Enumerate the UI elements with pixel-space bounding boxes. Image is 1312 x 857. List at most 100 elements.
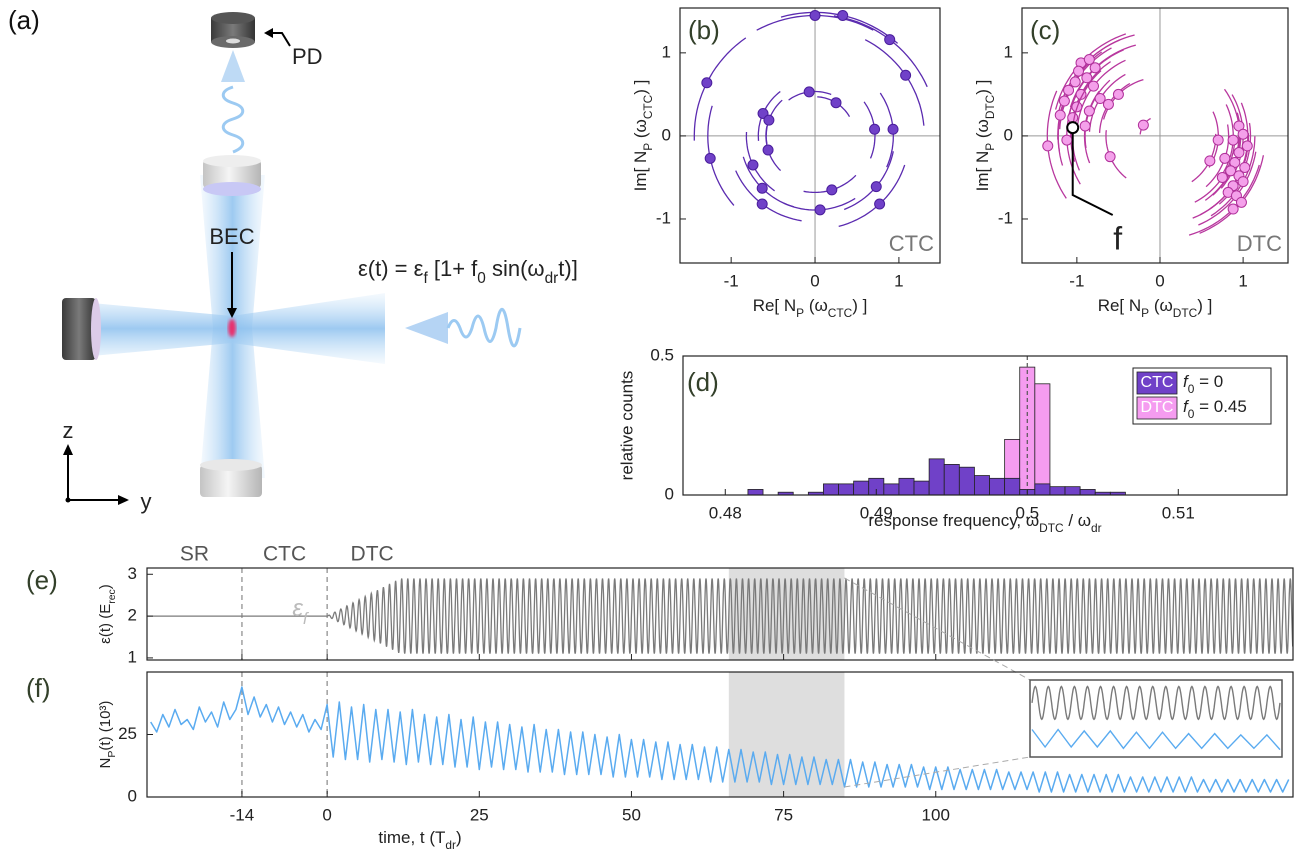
x-tick-label: -1: [1069, 271, 1084, 290]
y-axis-label: relative counts: [617, 371, 636, 481]
data-point: [747, 159, 759, 171]
data-point: [1239, 161, 1251, 173]
data-point: [1069, 76, 1081, 88]
data-point: [1237, 176, 1249, 188]
cavity-mirror: [203, 160, 261, 188]
histogram-bar: [1079, 489, 1096, 496]
legend-label-part: 0: [1188, 382, 1195, 396]
histogram-bar: [943, 464, 960, 496]
data-point: [1063, 84, 1075, 96]
axis-label: y: [141, 489, 152, 514]
data-point: [1102, 98, 1114, 110]
phase-label: CTC: [263, 543, 306, 566]
curve-label-part: f: [303, 609, 310, 628]
pd-label: PD: [292, 44, 323, 69]
side-mirror: [62, 298, 96, 360]
setup-diagram: (a) BEC PD z y: [8, 5, 522, 514]
plot-frame: [682, 355, 1288, 496]
panel-label: (e): [26, 565, 58, 595]
plot-frame: [146, 671, 1294, 798]
arrow-head: [264, 28, 273, 38]
histogram-bar: [913, 480, 930, 496]
x-axis-label-part: Re[ N: [753, 296, 796, 315]
data-point: [814, 204, 826, 216]
plot-frame: [1021, 7, 1289, 264]
x-tick-label: 75: [774, 805, 793, 824]
data-point: [701, 77, 713, 89]
x-axis-label-part: P: [796, 306, 804, 320]
marked-point-label: f: [1113, 220, 1122, 256]
x-tick-label: -14: [230, 805, 255, 824]
y-tick-label: 0: [128, 786, 137, 805]
panel-label: (f): [26, 673, 51, 703]
y-axis-label-part: P: [106, 751, 118, 758]
data-point: [1083, 53, 1095, 65]
histogram-bar: [1049, 486, 1066, 496]
arrow-head: [63, 444, 73, 455]
pump-equation-part: t)]: [558, 256, 578, 281]
y-tick-label: 0.5: [650, 345, 674, 364]
x-tick-label: 0: [322, 805, 331, 824]
y-axis-label-part: ) ]: [631, 80, 650, 95]
data-point: [1227, 134, 1239, 146]
histogram-bar: [1004, 477, 1021, 496]
x-axis-label-part: P: [1141, 306, 1149, 320]
data-point: [887, 123, 899, 135]
photodiode-sensor: [226, 38, 240, 44]
pump-arrow: [405, 312, 448, 344]
y-tick-label: 0: [1004, 125, 1013, 144]
pump-equation-part: 0: [477, 270, 486, 287]
pump-equation-part: ε(t) = ε: [358, 256, 424, 281]
bec-cloud: [228, 319, 236, 337]
y-tick-label: 3: [128, 564, 137, 583]
data-point: [900, 69, 912, 81]
histogram-bar: [1034, 483, 1051, 496]
pump-equation: ε(t) = εf [1+ f0 sin(ωdrt)]: [358, 256, 578, 287]
x-axis-label: response frequency, ωDTC / ωdr: [868, 511, 1101, 535]
data-point: [874, 198, 886, 210]
histogram-bar: [974, 475, 990, 496]
data-point: [1058, 95, 1070, 107]
y-tick-label: 1: [1004, 42, 1013, 61]
histogram-bar: [853, 480, 870, 496]
data-layer: [693, 9, 928, 228]
legend-label-part: f: [1183, 397, 1190, 416]
y-tick-label: 1: [662, 42, 671, 61]
data-point: [1087, 80, 1099, 92]
legend-label-part: = 0.45: [1194, 397, 1246, 416]
legend-label-part: = 0: [1194, 372, 1223, 391]
marked-point: [1066, 121, 1080, 135]
legend-name: DTC: [1141, 399, 1174, 416]
data-point: [1227, 203, 1239, 215]
y-axis-label-part: CTC: [641, 94, 655, 119]
legend-label: f0 = 0: [1183, 372, 1223, 396]
plot-frame: [679, 7, 941, 264]
data-point: [837, 9, 849, 21]
panel-label: (d): [687, 367, 719, 397]
x-axis-label-part: / ω: [1064, 511, 1091, 530]
x-axis-label-part: ) ]: [1197, 296, 1212, 315]
histogram-bar: [747, 489, 764, 496]
curve-label: εf: [292, 595, 310, 628]
data-point: [763, 114, 775, 126]
inset-drive-curve: [1031, 685, 1281, 721]
data-point: [1054, 109, 1066, 121]
pd-arrow: [272, 32, 291, 47]
y-axis-label-part: ) ]: [973, 80, 992, 95]
histogram-bar: [1034, 383, 1051, 496]
data-point: [870, 181, 882, 193]
x-axis-label-part: ) ]: [852, 296, 867, 315]
data-point: [1112, 88, 1124, 100]
data-point: [1241, 140, 1253, 152]
x-tick-label: 1: [894, 271, 903, 290]
y-tick-label: 25: [118, 724, 137, 743]
x-axis-label-part: CTC: [828, 306, 853, 320]
y-axis-label-part: Im[ N: [631, 151, 650, 192]
y-axis-label-part: (ω: [973, 119, 992, 143]
mirror-face: [91, 298, 101, 360]
data-point: [1235, 196, 1247, 208]
histogram-bar: [958, 466, 975, 496]
y-axis-label-part: N: [97, 758, 114, 769]
x-axis-label-part: time, t (T: [378, 828, 445, 847]
x-axis-label-part: DTC: [1039, 521, 1064, 535]
